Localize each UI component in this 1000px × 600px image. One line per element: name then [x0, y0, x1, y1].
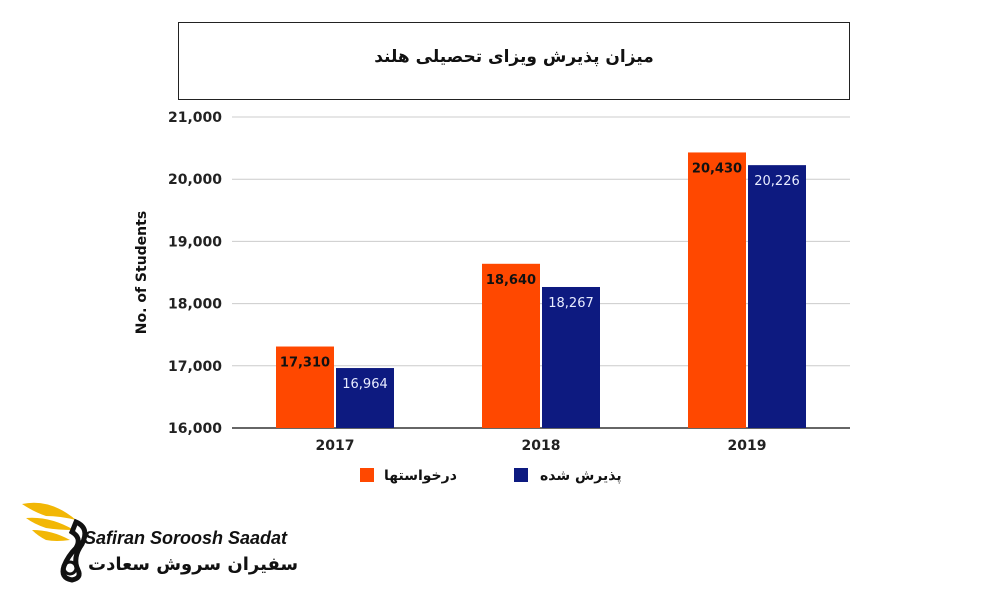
logo-name-fa: سفیران سروش سعادت: [88, 554, 299, 575]
chart-title: میزان پذیرش ویزای تحصیلی هلند: [374, 47, 654, 67]
data-label: 16,964: [342, 377, 388, 392]
y-axis-label: No. of Students: [134, 211, 150, 334]
bar-applications: [482, 263, 540, 428]
y-tick-label: 18,000: [168, 297, 222, 313]
y-tick-label: 20,000: [168, 172, 222, 188]
bird-logo-icon: [22, 502, 88, 583]
data-label: 18,640: [486, 273, 536, 288]
legend-label-applications: درخواستها: [384, 468, 457, 484]
company-logo: Safiran Soroosh Saadat سفیران سروش سعادت: [20, 498, 298, 584]
legend-swatch-applications: [360, 468, 374, 482]
data-label: 20,226: [754, 174, 800, 189]
y-tick-label: 19,000: [168, 234, 222, 250]
bar-accepted: [542, 286, 600, 428]
legend-label-accepted: پذیرش شده: [540, 468, 622, 484]
bar-applications: [688, 152, 746, 429]
chart-title-box: میزان پذیرش ویزای تحصیلی هلند: [178, 22, 850, 100]
y-tick-label: 17,000: [168, 359, 222, 375]
y-tick-label: 16,000: [168, 421, 222, 437]
logo-name-en: Safiran Soroosh Saadat: [84, 528, 288, 548]
bar-accepted: [748, 165, 806, 428]
data-label: 18,267: [548, 296, 594, 311]
x-tick-label: 2019: [728, 438, 767, 454]
data-label: 17,310: [280, 356, 330, 371]
x-tick-label: 2017: [316, 438, 355, 454]
legend-swatch-accepted: [514, 468, 528, 482]
bar-applications: [276, 346, 334, 428]
y-tick-label: 21,000: [168, 110, 222, 126]
x-tick-label: 2018: [522, 438, 561, 454]
bar-accepted: [336, 368, 394, 428]
data-label: 20,430: [692, 161, 742, 176]
